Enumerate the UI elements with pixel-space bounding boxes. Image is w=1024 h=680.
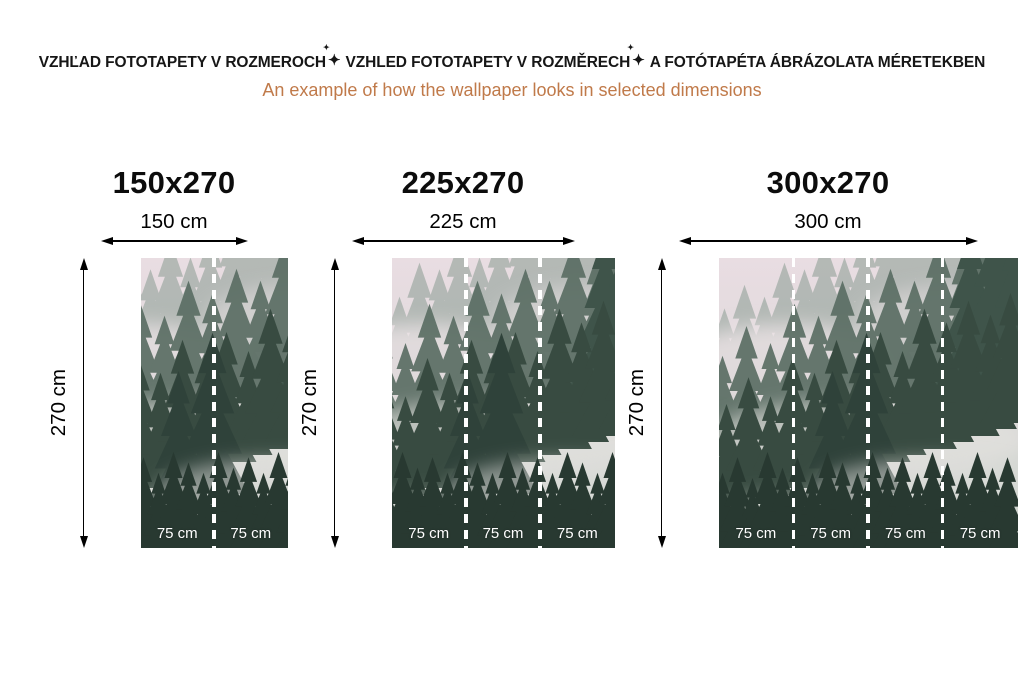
panel-width-label: 75 cm [156,525,198,542]
width-arrow [678,235,978,247]
width-dimension-label: 300 cm [794,210,862,233]
width-dimension-label: 150 cm [140,210,208,233]
variant-300x270: 300x270 300 cm 270 cm 75 cm 75 cm 75 cm 75 … [625,165,978,564]
width-measure: 225 cm [351,210,575,247]
dimension-variants-row: 150x270 150 cm 270 cm 75 cm 75 cm 225x270… [0,165,1024,564]
panel-overlay: 75 cm 75 cm 75 cm [392,258,615,548]
title-segment-sk: VZHĽAD FOTOTAPETY V ROZMEROCH [38,54,327,71]
panel-width-label: 75 cm [556,525,598,542]
height-arrow [329,258,341,548]
panel-width-label: 75 cm [735,525,777,542]
width-arrow [100,235,248,247]
height-arrow [656,258,668,548]
arrowhead-right-icon [965,237,978,245]
panel-width-label: 75 cm [408,525,450,542]
sparkle-icon: ✦ ✦ [627,43,645,69]
arrow-line [690,240,966,242]
multilingual-title: VZHĽAD FOTOTAPETY V ROZMEROCH ✦ ✦ VZHLED FO… [0,43,1024,72]
panel-divider-dashed-line [866,258,870,548]
width-dimension-label: 225 cm [429,210,497,233]
height-measure: 270 cm [298,258,352,548]
height-measure: 270 cm [625,258,679,548]
page-subtitle: An example of how the wallpaper looks in… [262,80,762,100]
variant-title: 150x270 [112,165,236,200]
variant-150x270: 150x270 150 cm 270 cm 75 cm 75 cm [47,165,248,564]
arrowhead-left-icon [678,237,691,245]
panel-divider-dashed-line [941,258,945,548]
arrowhead-left-icon [351,237,364,245]
arrow-line [112,240,236,242]
panel-divider-dashed-line [464,258,468,548]
width-measure: 150 cm [100,210,248,247]
arrow-line [660,270,663,536]
title-segment-cz: VZHLED FOTOTAPETY V ROZMĚRECH [345,54,631,71]
panel-width-label: 75 cm [482,525,524,542]
wallpaper-preview-image: 75 cm 75 cm [141,258,288,548]
arrowhead-up-icon [79,258,88,270]
wallpaper-preview-image: 75 cm 75 cm 75 cm 75 cm [719,258,1018,548]
variant-title: 225x270 [401,165,525,200]
panel-width-label: 75 cm [959,525,1001,542]
height-dimension-label: 270 cm [46,369,70,437]
variant-225x270: 225x270 225 cm 270 cm 75 cm 75 cm 75 cm [298,165,575,564]
arrowhead-left-icon [100,237,113,245]
height-measure: 270 cm [47,258,101,548]
height-dimension-label: 270 cm [297,369,321,437]
panel-divider-dashed-line [212,258,216,548]
arrowhead-right-icon [235,237,248,245]
arrow-line [333,270,336,536]
sparkle-icon: ✦ ✦ [323,43,341,69]
panel-width-label: 75 cm [810,525,852,542]
panel-divider-dashed-line [538,258,542,548]
panel-width-label: 75 cm [884,525,926,542]
height-arrow [78,258,90,548]
arrowhead-down-icon [330,536,339,548]
arrowhead-down-icon [79,536,88,548]
width-arrow [351,235,575,247]
arrowhead-down-icon [657,536,666,548]
height-dimension-label: 270 cm [624,369,648,437]
wallpaper-preview-image: 75 cm 75 cm 75 cm [392,258,615,548]
variant-title: 300x270 [766,165,890,200]
title-segment-hu: A FOTÓTAPÉTA ÁBRÁZOLATA MÉRETEKBEN [649,54,986,71]
arrowhead-right-icon [562,237,575,245]
arrowhead-up-icon [657,258,666,270]
panel-width-label: 75 cm [230,525,272,542]
panel-overlay: 75 cm 75 cm 75 cm 75 cm [719,258,1018,548]
panel-overlay: 75 cm 75 cm [141,258,288,548]
arrow-line [82,270,85,536]
arrowhead-up-icon [330,258,339,270]
width-measure: 300 cm [678,210,978,247]
page-header: VZHĽAD FOTOTAPETY V ROZMEROCH ✦ ✦ VZHLED FO… [0,0,1024,101]
panel-divider-dashed-line [791,258,795,548]
arrow-line [363,240,563,242]
